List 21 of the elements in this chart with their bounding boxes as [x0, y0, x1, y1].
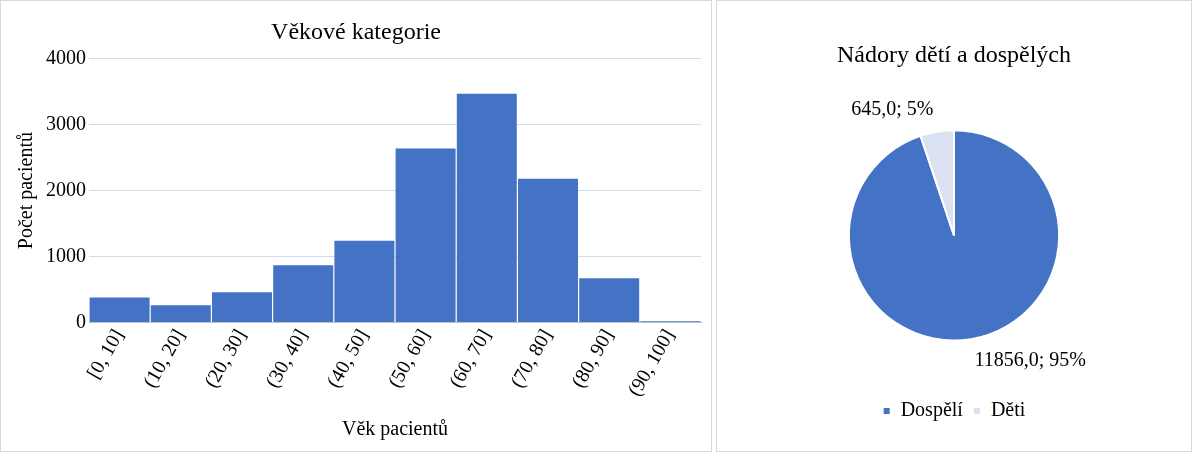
y-tick-label: 2000: [46, 177, 86, 200]
x-tick-label: (50, 60]: [382, 325, 435, 392]
y-axis-title: Počet pacientů: [14, 132, 38, 250]
chart-title: Věkové kategorie: [271, 17, 441, 44]
x-tick-label: (70, 80]: [505, 325, 557, 392]
y-tick-label: 1000: [46, 243, 86, 266]
x-axis-title: Věk pacientů: [341, 417, 449, 441]
x-tick-label: (30, 40]: [260, 325, 313, 392]
y-tick-label: 0: [76, 309, 86, 332]
legend-label: Dospělí: [900, 398, 964, 422]
x-tick-label: (80, 90]: [566, 325, 619, 392]
x-tick-label: (10, 20]: [138, 325, 190, 392]
x-tick-label: (60, 70]: [444, 325, 496, 392]
x-tick-label: (20, 30]: [199, 325, 251, 392]
data-label: 645,0; 5%: [851, 97, 934, 120]
legend-label: Děti: [990, 398, 1026, 421]
chart-title: Nádory dětí a dospělých: [837, 40, 1071, 67]
y-tick-label: 3000: [46, 111, 86, 134]
data-label: 11856,0; 95%: [974, 348, 1086, 371]
x-tick-label: (40, 50]: [321, 325, 374, 392]
y-tick-label: 4000: [46, 46, 86, 69]
